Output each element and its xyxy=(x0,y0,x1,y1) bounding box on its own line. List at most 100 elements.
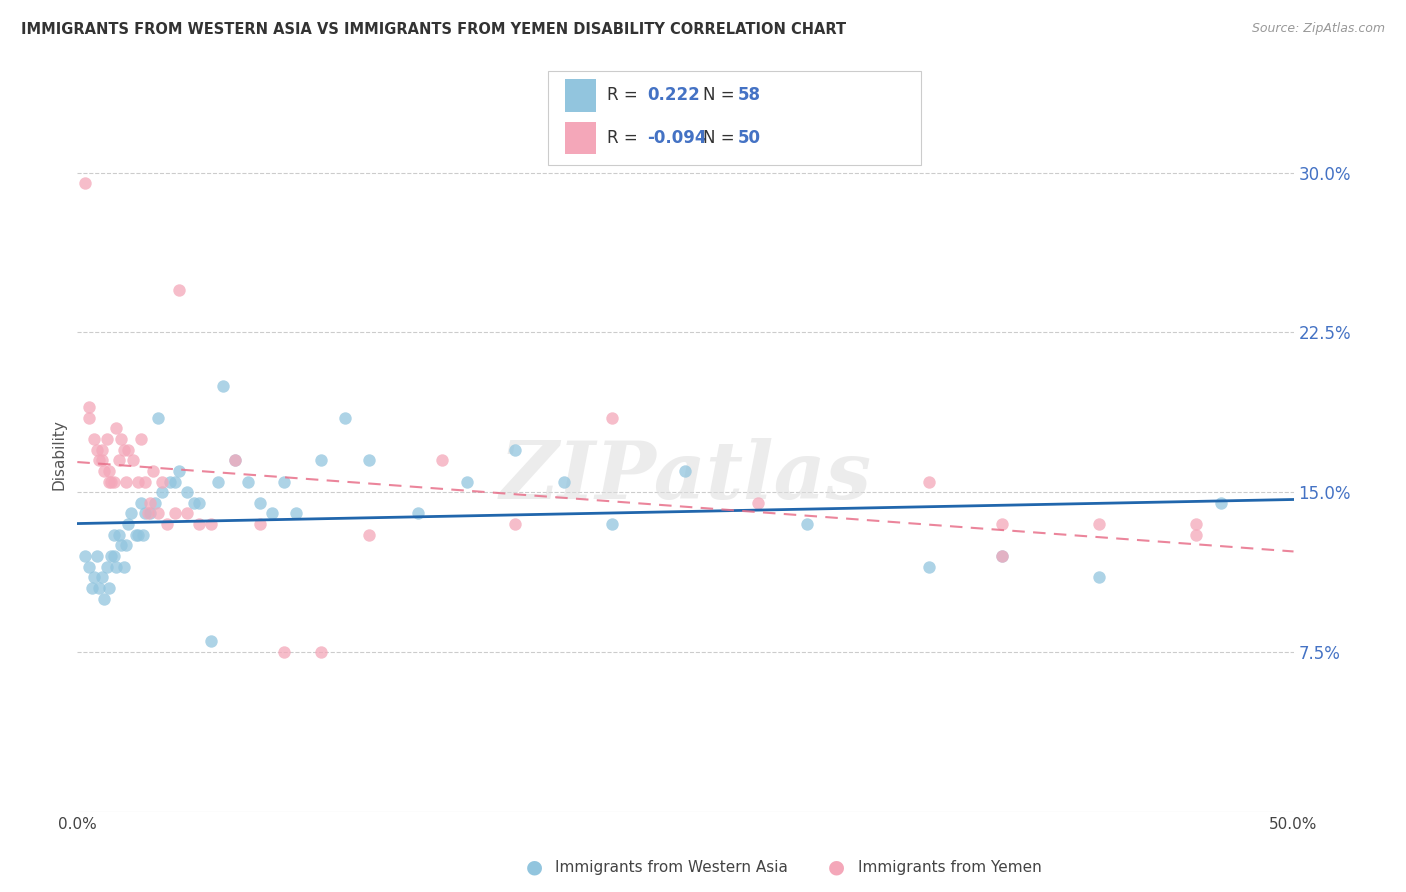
Point xyxy=(249,517,271,532)
Point xyxy=(90,453,112,467)
Point xyxy=(553,475,575,489)
Point xyxy=(1088,570,1111,584)
Point xyxy=(1209,496,1232,510)
Point xyxy=(503,442,526,457)
Point xyxy=(79,400,101,414)
Point xyxy=(152,485,174,500)
Point xyxy=(990,549,1012,563)
Point xyxy=(176,485,198,500)
Point xyxy=(163,475,186,489)
Text: Source: ZipAtlas.com: Source: ZipAtlas.com xyxy=(1251,22,1385,36)
Point xyxy=(159,475,181,489)
Point xyxy=(163,507,186,521)
Point xyxy=(127,475,149,489)
Point xyxy=(236,475,259,489)
Point xyxy=(207,475,229,489)
Point xyxy=(139,496,162,510)
Text: 0.222: 0.222 xyxy=(647,87,700,104)
Point xyxy=(122,453,145,467)
Point xyxy=(86,549,108,563)
Point xyxy=(432,453,454,467)
Text: ZIPatlas: ZIPatlas xyxy=(499,438,872,515)
Point xyxy=(103,549,125,563)
Point xyxy=(73,549,96,563)
Point xyxy=(125,528,148,542)
Point xyxy=(156,517,179,532)
Point xyxy=(333,410,356,425)
Point xyxy=(129,432,152,446)
Text: IMMIGRANTS FROM WESTERN ASIA VS IMMIGRANTS FROM YEMEN DISABILITY CORRELATION CHA: IMMIGRANTS FROM WESTERN ASIA VS IMMIGRAN… xyxy=(21,22,846,37)
Text: R =: R = xyxy=(607,129,644,147)
Point xyxy=(139,507,162,521)
Point xyxy=(79,410,101,425)
Point xyxy=(273,475,295,489)
Point xyxy=(273,645,295,659)
Point xyxy=(747,496,769,510)
Point xyxy=(90,570,112,584)
Text: -0.094: -0.094 xyxy=(647,129,706,147)
Text: R =: R = xyxy=(607,87,644,104)
Point xyxy=(602,410,624,425)
Point xyxy=(224,453,246,467)
Point xyxy=(990,517,1012,532)
Point xyxy=(1088,517,1111,532)
Point xyxy=(83,570,105,584)
Point xyxy=(249,496,271,510)
Point xyxy=(146,507,169,521)
Point xyxy=(183,496,205,510)
Point xyxy=(503,517,526,532)
Point xyxy=(918,475,941,489)
Text: 58: 58 xyxy=(738,87,761,104)
Point xyxy=(73,177,96,191)
Point xyxy=(110,538,132,552)
Point xyxy=(142,464,165,478)
Point xyxy=(359,528,381,542)
Point xyxy=(129,496,152,510)
Point xyxy=(143,496,166,510)
Point xyxy=(675,464,697,478)
Point xyxy=(112,442,135,457)
Point xyxy=(152,475,174,489)
Point xyxy=(117,517,139,532)
Point xyxy=(224,453,246,467)
Text: N =: N = xyxy=(703,129,740,147)
Text: 50: 50 xyxy=(738,129,761,147)
Point xyxy=(309,453,332,467)
Point xyxy=(796,517,818,532)
Point xyxy=(359,453,381,467)
Text: N =: N = xyxy=(703,87,740,104)
Y-axis label: Disability: Disability xyxy=(51,419,66,491)
Point xyxy=(96,559,118,574)
Point xyxy=(100,475,122,489)
Point xyxy=(80,581,103,595)
Point xyxy=(115,475,138,489)
Point xyxy=(105,559,128,574)
Point xyxy=(1185,528,1208,542)
Text: ●: ● xyxy=(526,857,543,877)
Point xyxy=(89,453,111,467)
Point xyxy=(103,528,125,542)
Point xyxy=(134,507,156,521)
Point xyxy=(110,432,132,446)
Point xyxy=(89,581,111,595)
Point xyxy=(96,432,118,446)
Point xyxy=(1185,517,1208,532)
Point xyxy=(176,507,198,521)
Point xyxy=(456,475,478,489)
Point xyxy=(112,559,135,574)
Point xyxy=(105,421,128,435)
Point xyxy=(103,475,125,489)
Point xyxy=(115,538,138,552)
Point xyxy=(406,507,429,521)
Point xyxy=(86,442,108,457)
Point xyxy=(602,517,624,532)
Text: ●: ● xyxy=(828,857,845,877)
Point xyxy=(100,549,122,563)
Point xyxy=(97,464,120,478)
Point xyxy=(309,645,332,659)
Point xyxy=(97,581,120,595)
Point xyxy=(79,559,101,574)
Point xyxy=(107,453,129,467)
Point xyxy=(260,507,283,521)
Point xyxy=(188,496,211,510)
